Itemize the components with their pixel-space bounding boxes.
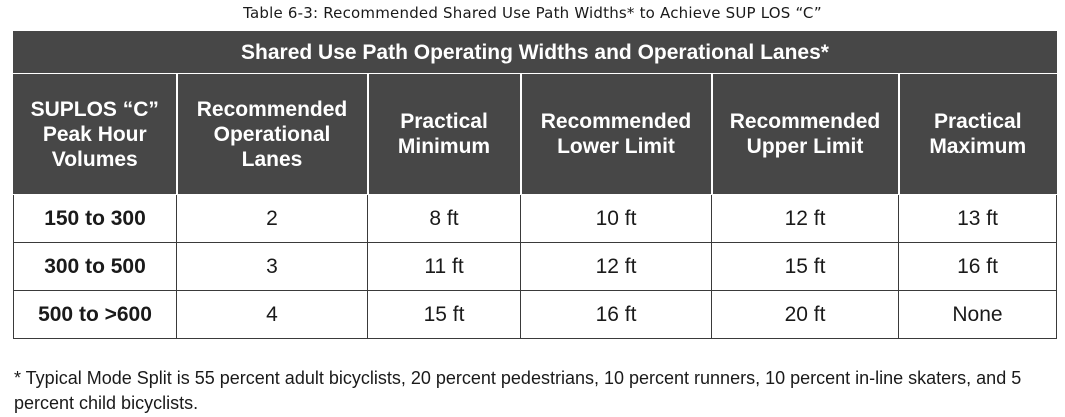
header-line: Recommended — [729, 110, 881, 133]
header-line: Recommended — [196, 97, 348, 121]
table-cell-lanes: 4 — [176, 290, 368, 339]
table-cell-upper-limit: 20 ft — [711, 290, 899, 339]
table-header-row: SUPLOS “C” Peak Hour Volumes Recommended… — [13, 73, 1057, 195]
table-cell-lanes: 2 — [176, 194, 368, 243]
table-footnote: * Typical Mode Split is 55 percent adult… — [14, 368, 1022, 413]
table-cell-lower-limit: 10 ft — [520, 194, 712, 243]
header-cell-upper-limit: Recommended Upper Limit — [710, 73, 900, 195]
header-cell-practical-maximum: Practical Maximum — [897, 73, 1057, 195]
table-cell-lower-limit: 16 ft — [520, 290, 712, 339]
table-cell-practical-minimum: 8 ft — [367, 194, 521, 243]
table-cell-upper-limit: 15 ft — [711, 242, 899, 291]
table-row: 300 to 500 3 11 ft 12 ft 15 ft 16 ft — [13, 242, 1057, 291]
header-line: Recommended — [540, 110, 692, 133]
header-line: Lanes — [241, 147, 303, 171]
table-banner: Shared Use Path Operating Widths and Ope… — [13, 31, 1057, 74]
table-row: 500 to >600 4 15 ft 16 ft 20 ft None — [13, 290, 1057, 339]
header-cell-lanes: Recommended Operational Lanes — [175, 73, 369, 195]
table-cell-volumes: 150 to 300 — [13, 194, 177, 243]
table-cell-practical-minimum: 11 ft — [367, 242, 521, 291]
table-cell-upper-limit: 12 ft — [711, 194, 899, 243]
header-line: Peak Hour — [42, 122, 147, 146]
table-cell-practical-minimum: 15 ft — [367, 290, 521, 339]
table-cell-practical-maximum: 13 ft — [898, 194, 1057, 243]
header-line: SUPLOS “C” — [30, 97, 159, 121]
table-row: 150 to 300 2 8 ft 10 ft 12 ft 13 ft — [13, 194, 1057, 243]
table-cell-volumes: 500 to >600 — [13, 290, 177, 339]
header-line: Minimum — [397, 135, 491, 158]
header-line: Practical — [400, 110, 488, 133]
header-cell-practical-minimum: Practical Minimum — [366, 73, 522, 195]
table-cell-lanes: 3 — [176, 242, 368, 291]
header-cell-lower-limit: Recommended Lower Limit — [519, 73, 713, 195]
header-line: Lower Limit — [557, 135, 675, 158]
header-line: Maximum — [929, 135, 1027, 158]
header-line: Operational — [213, 122, 331, 146]
header-line: Practical — [933, 110, 1022, 133]
header-line: Volumes — [51, 147, 138, 171]
table-cell-volumes: 300 to 500 — [13, 242, 177, 291]
table-caption: Table 6-3: Recommended Shared Use Path W… — [243, 4, 822, 22]
header-line: Upper Limit — [746, 135, 864, 158]
path-widths-table: Shared Use Path Operating Widths and Ope… — [13, 31, 1057, 339]
table-banner-row: Shared Use Path Operating Widths and Ope… — [13, 31, 1057, 74]
table-cell-practical-maximum: 16 ft — [898, 242, 1057, 291]
table-cell-practical-maximum: None — [898, 290, 1057, 339]
header-cell-volumes: SUPLOS “C” Peak Hour Volumes — [13, 73, 178, 195]
table-cell-lower-limit: 12 ft — [520, 242, 712, 291]
